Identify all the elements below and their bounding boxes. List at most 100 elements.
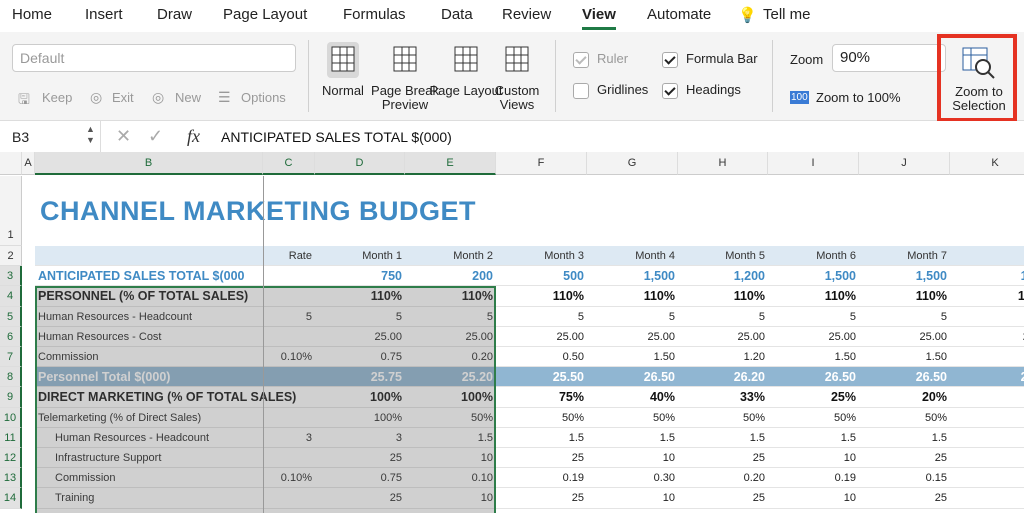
cell[interactable]: 100% bbox=[315, 387, 405, 408]
cell[interactable]: 50% bbox=[768, 408, 859, 428]
cell[interactable]: 1.5 bbox=[587, 428, 678, 448]
cell[interactable]: 1,500 bbox=[768, 266, 859, 287]
cell[interactable]: Training bbox=[35, 488, 263, 509]
row-header[interactable]: 2 bbox=[0, 246, 22, 267]
cell[interactable]: 5 bbox=[768, 307, 859, 327]
row-header[interactable]: 4 bbox=[0, 286, 22, 307]
checkbox[interactable] bbox=[662, 83, 678, 99]
cell[interactable]: 0.75 bbox=[315, 347, 405, 368]
cell[interactable]: 10 bbox=[768, 448, 859, 469]
cell[interactable]: 1.20 bbox=[678, 347, 768, 368]
cell[interactable]: 0. bbox=[950, 468, 1024, 489]
cell[interactable]: Month 2 bbox=[405, 246, 496, 267]
cell[interactable]: 500 bbox=[496, 266, 587, 287]
cell[interactable]: 26.20 bbox=[678, 367, 768, 388]
checkbox[interactable] bbox=[662, 52, 678, 68]
cell[interactable]: 25.20 bbox=[405, 367, 496, 388]
cell[interactable]: 26.50 bbox=[768, 367, 859, 388]
cell[interactable]: 1.50 bbox=[587, 347, 678, 368]
column-header[interactable]: E bbox=[405, 152, 496, 175]
view-button[interactable]: Options bbox=[241, 90, 286, 105]
cell[interactable]: 0.10 bbox=[405, 468, 496, 489]
column-header[interactable]: H bbox=[678, 152, 768, 175]
ribbon-tab[interactable]: Insert bbox=[85, 6, 123, 23]
ribbon-tab[interactable]: Draw bbox=[157, 6, 193, 23]
cell[interactable]: 0.10% bbox=[263, 347, 315, 368]
cell[interactable]: 5 bbox=[315, 307, 405, 327]
cell[interactable]: 0.19 bbox=[496, 468, 587, 489]
cell[interactable]: 1.5 bbox=[859, 428, 950, 448]
cell[interactable]: 0.15 bbox=[859, 468, 950, 489]
cell[interactable]: 10 bbox=[950, 387, 1024, 408]
cell[interactable] bbox=[950, 488, 1024, 509]
cell[interactable]: 10 bbox=[768, 488, 859, 509]
name-box[interactable]: B3 ▲ ▼ bbox=[0, 121, 101, 152]
cell[interactable]: Commission bbox=[35, 468, 263, 489]
style-box[interactable]: Default bbox=[12, 44, 296, 72]
cell[interactable]: Personnel Total $(000) bbox=[35, 367, 263, 388]
cell[interactable]: 50% bbox=[678, 408, 768, 428]
cell[interactable]: 40% bbox=[587, 387, 678, 408]
ribbon-tab[interactable]: Formulas bbox=[343, 6, 406, 23]
view-button[interactable]: New bbox=[175, 90, 202, 105]
cell[interactable]: 1.5 bbox=[496, 428, 587, 448]
cell[interactable] bbox=[950, 448, 1024, 469]
cell[interactable]: 100% bbox=[405, 387, 496, 408]
ribbon-tab[interactable]: Home bbox=[12, 6, 53, 23]
cell[interactable]: 1.50 bbox=[859, 347, 950, 368]
view-button[interactable]: Keep bbox=[42, 90, 73, 105]
cell[interactable]: 25.00 bbox=[859, 327, 950, 347]
cell[interactable]: 25.00 bbox=[587, 327, 678, 347]
cell[interactable] bbox=[263, 408, 315, 428]
cell[interactable] bbox=[263, 387, 315, 408]
cell[interactable]: Month 6 bbox=[768, 246, 859, 267]
cell[interactable]: 26. bbox=[950, 367, 1024, 388]
cell[interactable] bbox=[950, 428, 1024, 448]
view-button[interactable]: Normal bbox=[322, 83, 364, 98]
zoom-box[interactable]: 90% bbox=[832, 44, 946, 72]
cell[interactable]: 110% bbox=[405, 286, 496, 307]
view-button[interactable]: Page Break Preview bbox=[371, 83, 439, 112]
cell[interactable]: 50% bbox=[496, 408, 587, 428]
cell[interactable]: 1.50 bbox=[768, 347, 859, 368]
cell[interactable]: 25.50 bbox=[496, 367, 587, 388]
cell[interactable]: 25.00 bbox=[678, 327, 768, 347]
row-header[interactable]: 9 bbox=[0, 387, 22, 408]
cell[interactable]: Month 5 bbox=[678, 246, 768, 267]
cell[interactable]: 75% bbox=[496, 387, 587, 408]
cell[interactable] bbox=[263, 327, 315, 347]
cell[interactable] bbox=[35, 246, 263, 267]
cell[interactable]: 110% bbox=[678, 286, 768, 307]
cell[interactable]: 3 bbox=[315, 428, 405, 448]
cell[interactable]: 26.50 bbox=[587, 367, 678, 388]
cell[interactable] bbox=[263, 286, 315, 307]
cell[interactable]: 26.50 bbox=[859, 367, 950, 388]
cell[interactable]: 1.5 bbox=[768, 428, 859, 448]
cell[interactable]: Human Resources - Headcount bbox=[35, 428, 263, 448]
cell[interactable]: 110% bbox=[496, 286, 587, 307]
cell[interactable]: 0.10% bbox=[263, 468, 315, 489]
row-header[interactable]: 13 bbox=[0, 468, 22, 489]
cell[interactable]: Infrastructure Support bbox=[35, 448, 263, 469]
cell[interactable]: 5 bbox=[496, 307, 587, 327]
cell[interactable]: Month 7 bbox=[859, 246, 950, 267]
cell[interactable] bbox=[950, 307, 1024, 327]
cell[interactable]: 1. bbox=[950, 347, 1024, 368]
column-header[interactable]: A bbox=[22, 152, 35, 175]
cell[interactable]: 25 bbox=[496, 448, 587, 469]
cell[interactable]: 25 bbox=[859, 448, 950, 469]
cell[interactable]: 5 bbox=[678, 307, 768, 327]
view-button[interactable]: Page Layout bbox=[429, 83, 503, 98]
cell[interactable]: 100% bbox=[315, 408, 405, 428]
cell[interactable]: 10 bbox=[587, 448, 678, 469]
ribbon-tab[interactable]: Review bbox=[502, 6, 552, 23]
cell[interactable]: 750 bbox=[315, 266, 405, 287]
cell[interactable]: 25 bbox=[678, 448, 768, 469]
view-button[interactable]: Custom Views bbox=[494, 83, 540, 112]
cell[interactable]: 1,8 bbox=[950, 266, 1024, 287]
cell[interactable]: 25 bbox=[315, 448, 405, 469]
cell[interactable]: 25% bbox=[768, 387, 859, 408]
cell[interactable]: 10 bbox=[587, 488, 678, 509]
cell[interactable]: 3 bbox=[263, 428, 315, 448]
cell[interactable]: PERSONNEL (% OF TOTAL SALES) bbox=[35, 286, 263, 307]
